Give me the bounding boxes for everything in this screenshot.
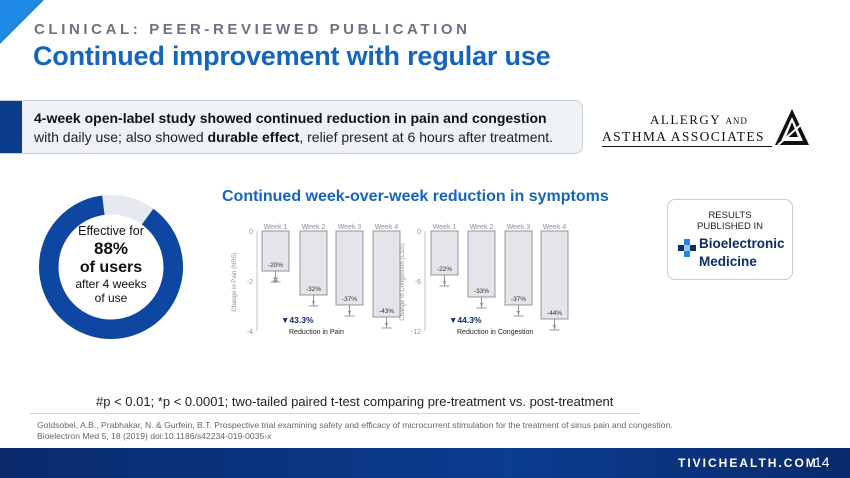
category-label-0-0: Week 1 — [264, 224, 288, 231]
logo-underline — [602, 146, 772, 147]
value-label-1-2: -37% — [511, 296, 526, 303]
logo-line-1-small: AND — [725, 116, 748, 126]
journal-name-1: Bioelectronic — [699, 236, 785, 251]
significance-marker-1-2: * — [517, 309, 521, 320]
bar-0-2 — [335, 230, 364, 306]
donut-line-4: of use — [94, 291, 128, 305]
significance-marker-1-1: * — [480, 301, 484, 312]
category-label-0-2: Week 3 — [338, 224, 362, 231]
callout-line-2-post: , relief present at 6 hours after treatm… — [299, 129, 554, 145]
y-tick-label-1-2: -12 — [411, 329, 421, 336]
page-title: Continued improvement with regular use — [33, 41, 551, 71]
value-label-0-2: -37% — [342, 296, 357, 303]
y-tick-label-1-1: -6 — [415, 279, 421, 286]
logo-line-2: ASTHMA ASSOCIATES — [602, 129, 765, 144]
significance-marker-0-2: * — [348, 309, 352, 320]
category-label-1-3: Week 4 — [543, 224, 567, 231]
donut-label: Effective for 88% of users after 4 weeks… — [36, 224, 186, 305]
reference: Goldsobel, A.B., Prabhakar, N. & Gurfein… — [37, 420, 673, 442]
category-label-1-1: Week 2 — [470, 224, 494, 231]
y-tick-label-1-0: 0 — [417, 229, 421, 236]
callout-line-2: with daily use; also showed durable effe… — [34, 129, 553, 145]
callout-line-1: 4-week open-label study showed continued… — [34, 110, 547, 126]
donut-line-3: after 4 weeks — [75, 277, 147, 291]
summary-value-0: ▼43.3% — [281, 315, 314, 325]
category-label-0-3: Week 4 — [375, 224, 399, 231]
donut-line-2: of users — [79, 259, 143, 276]
value-label-1-1: -33% — [474, 288, 489, 295]
results-label-1: RESULTS — [708, 210, 752, 221]
y-tick-label-0-2: -4 — [247, 329, 253, 336]
significance-marker-0-3: * — [385, 321, 389, 332]
bar-1-2 — [504, 230, 533, 306]
category-label-0-1: Week 2 — [302, 224, 326, 231]
callout-line-2-bold: durable effect — [207, 129, 300, 145]
value-label-1-0: -22% — [437, 266, 452, 273]
logo-line-1: ALLERGY AND — [650, 112, 748, 128]
page-number: 14 — [814, 454, 830, 470]
chart-title: Continued week-over-week reduction in sy… — [222, 188, 609, 205]
donut-arc — [39, 195, 183, 339]
eyebrow: CLINICAL: PEER-REVIEWED PUBLICATION — [34, 21, 471, 38]
callout-box: 4-week open-label study showed continued… — [0, 100, 583, 154]
bar-1-3 — [540, 230, 569, 320]
bar-1-0 — [430, 230, 459, 276]
results-label-2: PUBLISHED IN — [697, 221, 763, 232]
y-tick-label-0-1: -2 — [247, 279, 253, 286]
significance-marker-1-3: * — [553, 323, 557, 334]
summary-label-1: Reduction in Congestion — [457, 329, 533, 336]
results-label: RESULTS PUBLISHED IN — [668, 210, 792, 232]
logo-line-1-text: ALLERGY — [650, 112, 721, 127]
summary-value-1: ▼44.3% — [449, 315, 482, 325]
donut-chart — [39, 195, 183, 339]
journal-logo-icon — [678, 239, 696, 257]
allergy-asthma-logo: ALLERGY AND ASTHMA ASSOCIATES — [602, 108, 812, 148]
bar-1-1 — [467, 230, 496, 298]
significance-marker-1-0: * — [443, 279, 447, 290]
corner-accent — [0, 0, 44, 44]
value-label-0-0: -20% — [268, 262, 283, 269]
donut-inner-ring — [58, 214, 164, 320]
bar-0-3 — [372, 230, 401, 318]
value-label-1-3: -44% — [547, 310, 562, 317]
callout-accent-bar — [0, 101, 22, 153]
reference-line-1: Goldsobel, A.B., Prabhakar, N. & Gurfein… — [37, 420, 673, 430]
category-label-1-0: Week 1 — [433, 224, 457, 231]
donut-line-1: Effective for — [78, 224, 144, 238]
callout-line-2-pre: with daily use; also showed — [34, 129, 208, 145]
footer-bar: TIVICHEALTH.COM 14 — [0, 448, 850, 478]
value-label-0-3: -43% — [379, 308, 394, 315]
value-label-0-1: -32% — [306, 286, 321, 293]
y-tick-label-0-0: 0 — [249, 229, 253, 236]
logo-mark-icon — [775, 109, 809, 146]
reference-line-2: Bioelectron Med 5, 18 (2019) doi:10.1186… — [37, 431, 272, 441]
bar-0-0 — [261, 230, 290, 272]
footnote-divider — [30, 413, 640, 414]
y-axis-label-0: Change in Pain (NRS) — [232, 252, 238, 311]
y-axis-label-1: Change in Congestion (CSS) — [400, 243, 406, 320]
summary-label-0: Reduction in Pain — [289, 329, 344, 336]
footer-website-link[interactable]: TIVICHEALTH.COM — [678, 456, 818, 470]
results-published-card: RESULTS PUBLISHED IN Bioelectronic Medici… — [667, 199, 793, 280]
significance-marker-0-0: # — [273, 275, 279, 286]
donut-percent: 88% — [93, 239, 129, 258]
footnote: #p < 0.01; *p < 0.0001; two-tailed paire… — [96, 394, 614, 409]
journal-name-2: Medicine — [699, 254, 757, 269]
significance-marker-0-1: * — [312, 299, 316, 310]
category-label-1-2: Week 3 — [507, 224, 531, 231]
